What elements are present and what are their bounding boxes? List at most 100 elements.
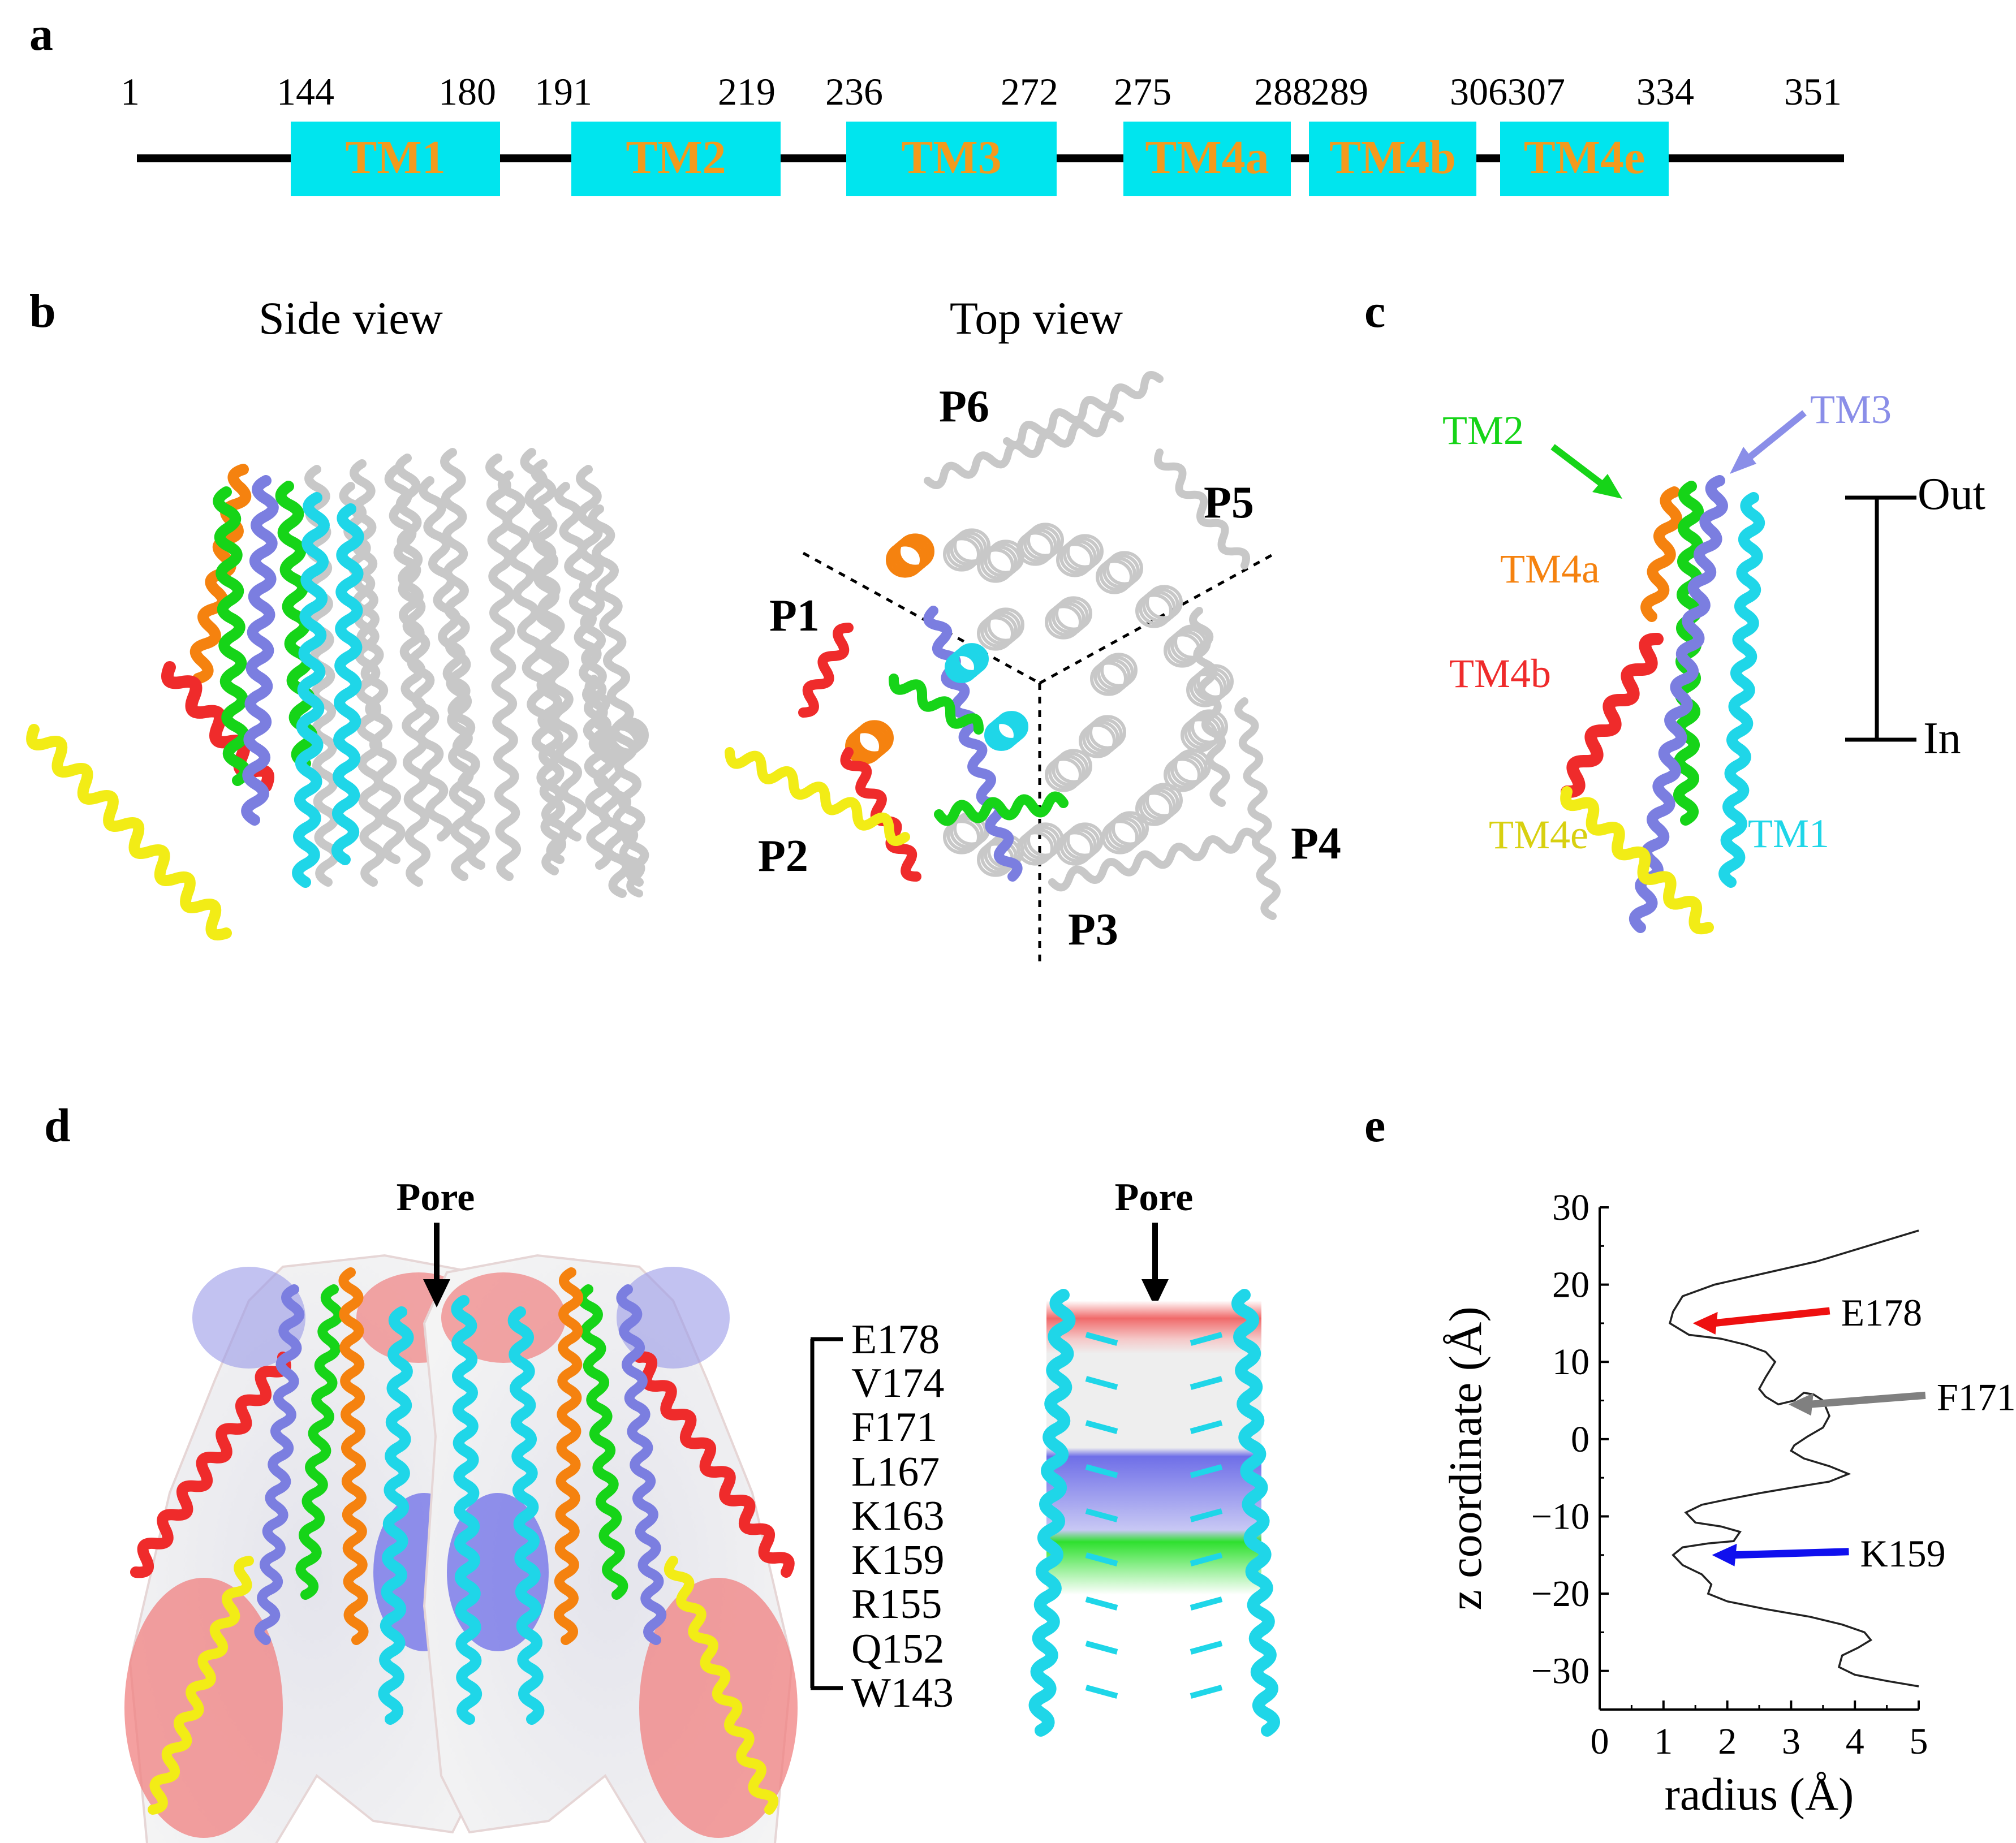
protomer-label-p4: P4 [1291, 819, 1341, 869]
residue-number: 307 [1507, 70, 1565, 113]
side-chain [1190, 1420, 1223, 1434]
single-protomer-structure [1560, 475, 1765, 935]
helix [576, 1284, 628, 1600]
helix [350, 459, 385, 887]
helix [584, 675, 645, 897]
panel-label-a: a [29, 8, 53, 61]
helix-end-view [1112, 811, 1149, 846]
helix-end-view [1052, 599, 1089, 634]
panel-label-e: e [1364, 1099, 1385, 1152]
helix-end-view [1145, 585, 1183, 620]
helix-end-view [945, 651, 979, 683]
residue-number: 219 [718, 70, 776, 113]
helix-end-view [1027, 822, 1064, 857]
residue-number: 180 [438, 70, 496, 113]
side-chain [1190, 1552, 1223, 1566]
pore-profile-schematic [1028, 1289, 1280, 1737]
helix-end-view [1045, 757, 1082, 792]
helix-end-view [984, 719, 1018, 751]
helix [254, 1284, 305, 1645]
residue-label: K163 [851, 1493, 944, 1539]
side-chain [1190, 1596, 1223, 1611]
tm-segment-box [1309, 122, 1476, 196]
helix-end-view [1102, 554, 1140, 589]
annotation-label: K159 [1860, 1532, 1945, 1575]
residue-number: 236 [825, 70, 883, 113]
panel-label-d: d [44, 1099, 71, 1152]
helix-end-view [1100, 653, 1138, 688]
side-chain [1190, 1685, 1223, 1699]
helix [378, 1306, 414, 1725]
side-chain [1085, 1464, 1118, 1478]
helix-end-view [855, 720, 894, 756]
helix-end-view [951, 646, 985, 677]
helix [1561, 633, 1664, 798]
tm-segment-label: TM3 [901, 131, 1001, 184]
helix-end-view [1020, 528, 1057, 563]
helix [292, 492, 330, 888]
side-chain [1190, 1464, 1223, 1478]
side-chain [1085, 1332, 1118, 1346]
helix [451, 1295, 483, 1725]
helix-end-view [980, 613, 1018, 648]
helix-end-view [1105, 817, 1142, 852]
helix [616, 1284, 667, 1645]
x-tick-label: 0 [1591, 1721, 1609, 1762]
helix-end-view [1167, 754, 1204, 789]
tm2-arrow [1550, 444, 1622, 499]
helix-end-view [1082, 720, 1119, 756]
helix [338, 1267, 369, 1645]
helix-end-view [1063, 537, 1100, 572]
helix [924, 410, 1124, 489]
side-chain [1190, 1508, 1223, 1522]
pore-label-right: Pore [1115, 1176, 1194, 1219]
helix-end-view [977, 548, 1014, 583]
helix-end-view [943, 537, 980, 572]
helix-end-view [1142, 588, 1179, 623]
protomer-label-p6: P6 [939, 382, 989, 431]
helix-end-view [991, 714, 1025, 745]
residue-number: 351 [1784, 70, 1842, 113]
helix [1048, 827, 1260, 892]
tm-segment-label: TM4a [1145, 131, 1269, 184]
helix-end-view [1145, 783, 1183, 818]
helix [339, 482, 406, 864]
helix-end-view [600, 726, 639, 762]
helix-end-view [1096, 559, 1133, 594]
helix [418, 476, 490, 870]
helix-end-view [1139, 590, 1176, 625]
residue-number: 272 [1001, 70, 1058, 113]
basic-patch [617, 1267, 730, 1369]
helix-end-view [893, 536, 931, 572]
helix [1234, 697, 1281, 920]
annotation-arrowhead [1788, 1393, 1813, 1416]
side-chain [1085, 1508, 1118, 1522]
side-view-structure [26, 448, 649, 940]
helix-end-view [1106, 551, 1143, 586]
pore-arrow-left [423, 1223, 450, 1307]
helix-end-view [980, 545, 1018, 580]
tm-segment-box [571, 122, 781, 196]
y-tick-label: 10 [1552, 1341, 1589, 1383]
residue-label: W143 [851, 1670, 954, 1716]
helix-end-view [946, 817, 984, 852]
helix-end-view [1170, 752, 1208, 787]
x-tick-label: 5 [1910, 1721, 1928, 1762]
tm3-arrow [1730, 410, 1807, 474]
helix-end-view [987, 607, 1024, 642]
y-tick-label: −30 [1531, 1651, 1589, 1692]
residue-number: 1 [120, 70, 140, 113]
pore-arrow-right [1141, 1223, 1169, 1307]
tm-segment-label: TM4b [1329, 131, 1456, 184]
top-view-structure [725, 371, 1281, 961]
helix-end-view [607, 720, 645, 756]
helix-end-view [984, 542, 1021, 577]
tm-segment-box [291, 122, 500, 196]
helix-end-view [946, 534, 984, 569]
tm3-label: TM3 [1810, 387, 1892, 432]
helix-end-view [896, 533, 934, 569]
tm-segment-box [1123, 122, 1291, 196]
helix-end-view [1142, 785, 1179, 821]
